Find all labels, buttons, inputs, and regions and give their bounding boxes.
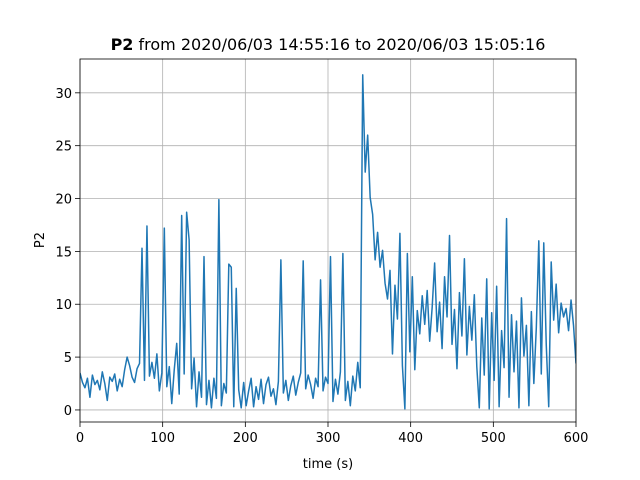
x-tick-label: 600 [564,431,589,446]
y-tick-label: 15 [55,245,72,260]
y-tick-label: 25 [55,140,72,155]
y-tick-label: 5 [64,351,72,366]
x-axis-label: time (s) [303,457,353,472]
y-tick-label: 20 [55,193,72,208]
title-rest: from 2020/06/03 14:55:16 to 2020/06/03 1… [139,35,546,54]
y-axis-label: P2 [33,232,48,248]
x-tick-label: 0 [76,431,84,446]
x-tick-label: 200 [233,431,258,446]
y-tick-label: 0 [64,404,72,419]
x-tick-label: 500 [481,431,506,446]
y-tick-label: 10 [55,298,72,313]
y-tick-label: 30 [55,87,72,102]
title-bold: P2 [111,35,134,54]
x-tick-label: 300 [316,431,341,446]
plot-frame [79,58,577,423]
x-tick-label: 400 [398,431,423,446]
chart-title: P2 from 2020/06/03 14:55:16 to 2020/06/0… [111,35,546,54]
data-line [80,74,576,410]
x-tick-label: 100 [150,431,175,446]
